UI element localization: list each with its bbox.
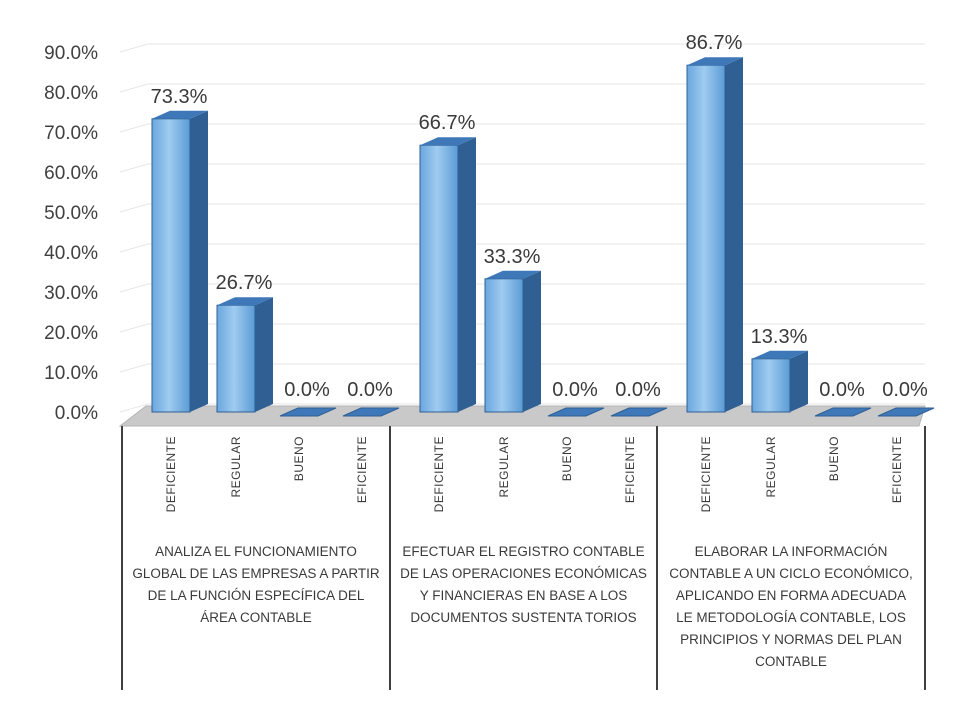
y-tick-label: 90.0%: [44, 43, 98, 64]
y-tick-label: 20.0%: [44, 323, 98, 344]
x-group-label: CONTABLE A UN CICLO ECONÓMICO,: [669, 566, 913, 581]
x-group-label: PRINCIPIOS Y NORMAS DEL PLAN: [680, 632, 902, 647]
x-group-label: DE LA FUNCIÓN ESPECÍFICA DEL: [148, 588, 365, 603]
bar-zero: [279, 407, 337, 417]
x-category-label: REGULAR: [764, 436, 778, 498]
x-category-label: EFICIENTE: [355, 436, 369, 503]
x-category-label: BUENO: [292, 436, 306, 481]
x-group-label: LE METODOLOGÍA CONTABLE, LOS: [676, 610, 906, 625]
y-tick-label: 70.0%: [44, 123, 98, 144]
y-tick-label: 30.0%: [44, 283, 98, 304]
bar-side: [523, 270, 541, 412]
bar-zero: [814, 407, 872, 417]
x-category-label: DEFICIENTE: [164, 436, 178, 512]
x-group-label: APLICANDO EN FORMA ADECUADA: [676, 588, 906, 603]
x-category-label: BUENO: [827, 436, 841, 481]
data-labels: 73.3% 26.7% 0.0% 0.0% 66.7% 33.3% 0.0% 0.0% 86.7…: [151, 32, 928, 401]
x-group-label: ÁREA CONTABLE: [200, 610, 312, 625]
gridlines: [119, 43, 925, 413]
bar-top: [687, 57, 743, 66]
y-axis: 0.0% 10.0% 20.0% 30.0% 40.0% 50.0% 60.0% 70.0% 8…: [44, 43, 98, 424]
x-category-label: EFICIENTE: [623, 436, 637, 503]
bar-top: [485, 270, 541, 279]
y-tick-label: 0.0%: [55, 403, 98, 424]
bar-side: [790, 350, 808, 412]
bar-side: [255, 297, 273, 412]
y-tick-label: 80.0%: [44, 83, 98, 104]
data-label: 26.7%: [216, 272, 273, 294]
data-label: 0.0%: [615, 379, 661, 401]
x-group-label: DOCUMENTOS SUSTENTA TORIOS: [410, 610, 636, 625]
gridline: [119, 43, 925, 53]
y-tick-label: 10.0%: [44, 363, 98, 384]
bar: [216, 304, 256, 413]
x-group-label: ELABORAR LA INFORMACIÓN: [695, 544, 888, 559]
gridline: [119, 363, 925, 373]
bar-top: [420, 137, 476, 146]
bar-top: [152, 110, 208, 119]
bar-zero: [877, 407, 935, 417]
x-category-label: REGULAR: [497, 436, 511, 498]
gridline: [119, 83, 925, 93]
x-category-label: BUENO: [560, 436, 574, 481]
y-tick-label: 60.0%: [44, 163, 98, 184]
x-category-label: REGULAR: [229, 436, 243, 498]
bar-zero: [342, 407, 400, 417]
gridline: [119, 243, 925, 253]
x-group-label: ANALIZA EL FUNCIONAMIENTO: [155, 544, 357, 559]
bar: [484, 278, 524, 413]
bar-zero: [547, 407, 605, 417]
gridline: [119, 403, 925, 413]
bar: [751, 358, 791, 413]
data-label: 33.3%: [484, 246, 541, 268]
bar-side: [725, 57, 743, 412]
bar-zero: [610, 407, 668, 417]
gridline: [119, 203, 925, 213]
data-label: 0.0%: [347, 379, 393, 401]
gridline: [119, 323, 925, 333]
data-label: 0.0%: [882, 379, 928, 401]
data-label: 0.0%: [284, 379, 330, 401]
gridline: [119, 163, 925, 173]
x-category-label: DEFICIENTE: [699, 436, 713, 512]
data-label: 13.3%: [751, 326, 808, 348]
x-group-label: Y FINANCIERAS EN BASE A LOS: [420, 588, 628, 603]
x-group-label: GLOBAL DE LAS EMPRESAS A PARTIR: [132, 566, 380, 581]
bars: [151, 57, 935, 417]
y-tick-label: 40.0%: [44, 243, 98, 264]
bar: [686, 64, 726, 413]
data-label: 86.7%: [686, 32, 743, 54]
x-group-label: DE LAS OPERACIONES ECONÓMICAS: [400, 566, 647, 581]
x-category-label: EFICIENTE: [890, 436, 904, 503]
x-group-label: CONTABLE: [755, 654, 827, 669]
bar: [419, 144, 459, 413]
x-axis: DEFICIENTE REGULAR BUENO EFICIENTE ANALIZA E…: [121, 426, 926, 690]
data-label: 66.7%: [419, 112, 476, 134]
data-label: 0.0%: [552, 379, 598, 401]
bar-side: [190, 110, 208, 413]
bar-side: [458, 137, 476, 412]
y-tick-label: 50.0%: [44, 203, 98, 224]
x-group-label: EFECTUAR EL REGISTRO CONTABLE: [402, 544, 644, 559]
bar-top: [217, 297, 273, 306]
gridline: [119, 123, 925, 133]
bar: [151, 118, 191, 413]
data-label: 73.3%: [151, 86, 208, 108]
data-label: 0.0%: [819, 379, 865, 401]
gridline: [119, 283, 925, 293]
bar-top: [752, 350, 808, 359]
x-category-label: DEFICIENTE: [432, 436, 446, 512]
